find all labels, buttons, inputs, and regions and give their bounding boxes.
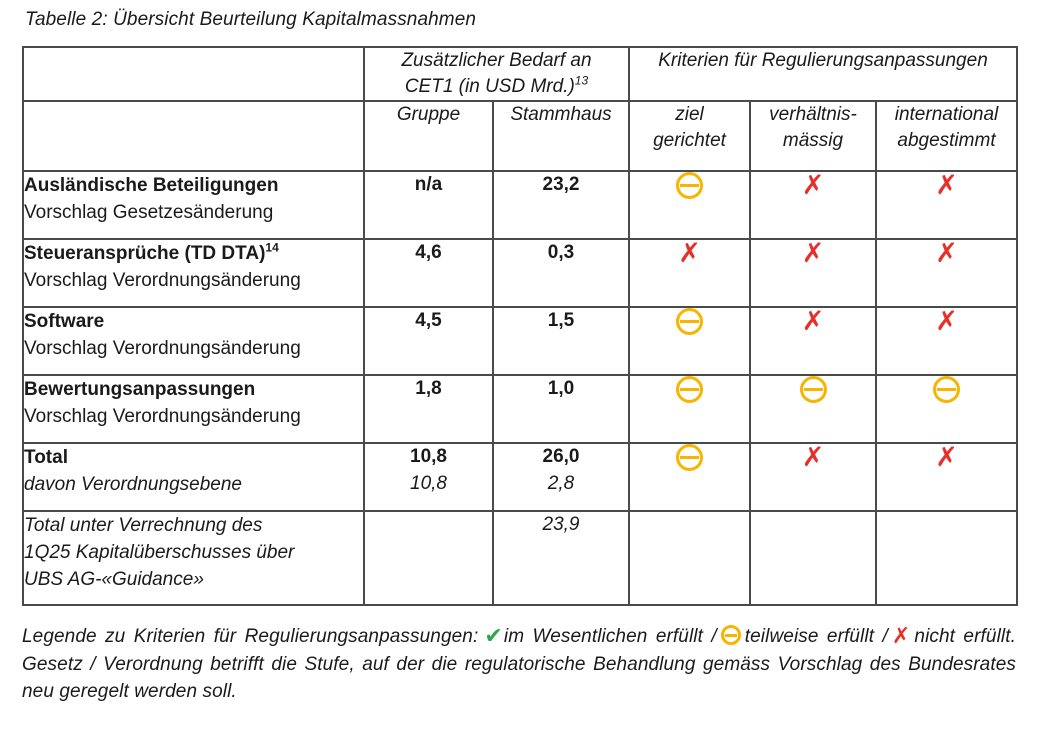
row-sublabel: Vorschlag Verordnungsänderung [24,270,301,291]
criteria-cell [749,374,877,444]
table-row-software: Software Vorschlag Verordnungsänderung 4… [22,306,1018,376]
status-icon: ✗ [935,442,958,473]
row-label-cell: Bewertungsanpassungen Vorschlag Verordnu… [22,374,365,444]
header-cet1-line2: CET1 (in USD Mrd.)13 [404,73,589,97]
header-empty-cell [22,46,365,102]
gruppe-value-cell: 4,6 [363,238,494,308]
row-label: Total unter Verrechnung des 1Q25 Kapital… [24,515,295,590]
stammhaus-value-cell: 0,3 [492,238,630,308]
legend-separator: / [882,626,888,647]
criteria-cell: ✗ [875,170,1018,240]
table-row-total-verrechnung: Total unter Verrechnung des 1Q25 Kapital… [22,510,1018,606]
status-icon: ✗ [801,442,825,473]
col-header-stammhaus: Stammhaus [492,100,630,172]
row-label: Ausländische Beteiligungen [24,175,279,196]
row-label: Bewertungsanpassungen [24,379,256,400]
header-empty-cell-2 [22,100,365,172]
status-icon: ✗ [935,306,958,337]
header-cet1-line1: Zusätzlicher Bedarf an [401,50,592,71]
legend-prefix: Legende zu Kriterien für Regulierungsanp… [22,626,479,647]
status-icon [676,376,703,403]
criteria-cell [749,510,877,606]
criteria-cell: ✗ [749,170,877,240]
header-cet1-group: Zusätzlicher Bedarf an CET1 (in USD Mrd.… [363,46,630,102]
table-row-bewertungsanpassungen: Bewertungsanpassungen Vorschlag Verordnu… [22,374,1018,444]
legend-separator: / [711,626,717,647]
col-header-international: international abgestimmt [875,100,1018,172]
header-kriterien-group: Kriterien für Regulierungsanpassungen [628,46,1018,102]
col-header-verhaeltnismaessig: verhältnis- mässig [749,100,877,172]
legend-yes-label: im Wesentlichen erfüllt [503,626,703,647]
col-header-zielgerichtet: ziel gerichtet [628,100,751,172]
row-label-cell: Total unter Verrechnung des 1Q25 Kapital… [22,510,365,606]
row-label-cell: Software Vorschlag Verordnungsänderung [22,306,365,376]
header-group-row: Zusätzlicher Bedarf an CET1 (in USD Mrd.… [22,46,1018,102]
header-column-row: Gruppe Stammhaus ziel gerichtet verhältn… [22,100,1018,172]
stammhaus-value-cell: 26,0 2,8 [492,442,630,512]
document-page: Tabelle 2: Übersicht Beurteilung Kapital… [22,9,1018,706]
footnote-14: 14 [265,240,279,255]
capital-measures-table: Zusätzlicher Bedarf an CET1 (in USD Mrd.… [22,46,1018,606]
criteria-cell: ✗ [875,442,1018,512]
gruppe-value-cell: 4,5 [363,306,494,376]
table-caption: Tabelle 2: Übersicht Beurteilung Kapital… [25,9,477,30]
status-icon [676,444,703,471]
criteria-cell [628,510,751,606]
row-sublabel: davon Verordnungsebene [24,474,242,495]
legend-tail: nicht erfüllt. Gesetz / Verordnung betri… [22,626,1016,702]
criteria-cell [628,374,751,444]
gruppe-value-cell: 10,8 10,8 [363,442,494,512]
gruppe-value-cell: n/a [363,170,494,240]
status-icon: ✗ [801,306,825,337]
status-icon: ✗ [801,170,825,201]
stammhaus-value-cell: 1,0 [492,374,630,444]
check-icon: ✔ [484,624,503,649]
criteria-cell: ✗ [749,442,877,512]
row-label: Steueransprüche (TD DTA)14 [24,240,279,264]
legend-partial-label: teilweise erfüllt [744,626,875,647]
status-icon: ✗ [935,170,958,201]
criteria-cell: ✗ [875,306,1018,376]
row-label-cell: Steueransprüche (TD DTA)14 Vorschlag Ver… [22,238,365,308]
col-header-gruppe: Gruppe [363,100,494,172]
status-icon [676,308,703,335]
table-row-total: Total davon Verordnungsebene 10,8 10,8 2… [22,442,1018,512]
criteria-cell [628,306,751,376]
criteria-cell: ✗ [875,238,1018,308]
criteria-cell [875,510,1018,606]
row-sublabel: Vorschlag Verordnungsänderung [24,338,301,359]
criteria-cell: ✗ [749,306,877,376]
table-row-auslaendische-beteiligungen: Ausländische Beteiligungen Vorschlag Ges… [22,170,1018,240]
criteria-cell: ✗ [628,238,751,308]
stammhaus-value-cell: 23,2 [492,170,630,240]
criteria-cell: ✗ [749,238,877,308]
row-label-cell: Ausländische Beteiligungen Vorschlag Ges… [22,170,365,240]
status-icon [933,376,960,403]
criteria-cell [628,170,751,240]
status-icon: ✗ [801,238,825,269]
legend: Legende zu Kriterien für Regulierungsanp… [22,623,1016,706]
criteria-cell [875,374,1018,444]
stammhaus-value-cell: 23,9 [492,510,630,606]
table-row-steueransprueche: Steueransprüche (TD DTA)14 Vorschlag Ver… [22,238,1018,308]
status-icon: ✗ [935,238,958,269]
criteria-cell [628,442,751,512]
footnote-13: 13 [574,73,589,88]
row-label-cell: Total davon Verordnungsebene [22,442,365,512]
gruppe-value-cell [363,510,494,606]
row-label: Software [24,311,105,332]
stammhaus-value-cell: 1,5 [492,306,630,376]
partial-circle-icon [720,625,741,645]
status-icon: ✗ [678,238,701,269]
row-sublabel: Vorschlag Verordnungsänderung [24,406,301,427]
row-label: Total [24,447,68,468]
status-icon [799,376,827,403]
cross-icon: ✗ [891,624,911,649]
row-sublabel: Vorschlag Gesetzesänderung [24,202,274,223]
gruppe-value-cell: 1,8 [363,374,494,444]
status-icon [676,172,703,199]
